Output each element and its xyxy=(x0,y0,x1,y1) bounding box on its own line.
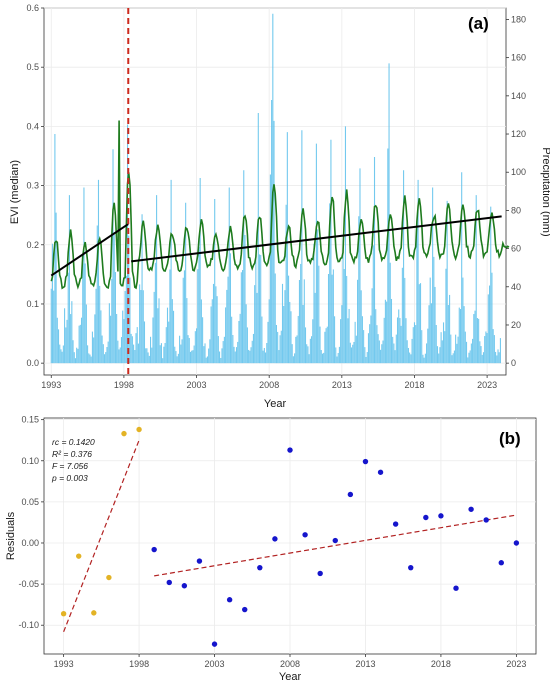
panel-a-trend-lines xyxy=(50,215,502,277)
panel-a-label: (a) xyxy=(468,14,489,33)
residual-point xyxy=(332,537,338,544)
y-tick-label: 0.4 xyxy=(26,121,39,131)
panel-b: 1993 1998 2003 2008 2013 2018 2023 -0.10 -0.05 0… xyxy=(5,415,537,683)
panel-b-ylabel: Residuals xyxy=(5,511,17,560)
trend-line xyxy=(131,215,502,263)
panel-b-grid xyxy=(44,418,536,654)
residual-point xyxy=(181,583,188,589)
y-tick-label: 0.5 xyxy=(26,62,39,72)
residual-trend-line xyxy=(154,514,517,577)
residual-point xyxy=(76,553,82,559)
stat-r2: R² = 0.376 xyxy=(52,449,92,459)
residual-point xyxy=(483,517,489,523)
panel-b-trend-lines xyxy=(63,439,517,633)
residual-point xyxy=(362,458,369,465)
residual-point xyxy=(166,579,172,586)
y2-tick-label: 0 xyxy=(511,358,516,368)
x-tick-label: 1993 xyxy=(54,659,74,669)
x-tick-label: 2003 xyxy=(205,659,225,669)
y-tick-label: 0.15 xyxy=(21,415,39,425)
residual-point xyxy=(453,585,459,591)
residual-point xyxy=(408,564,414,571)
y-tick-label: 0.05 xyxy=(21,497,39,507)
x-tick-label: 2013 xyxy=(355,659,375,669)
y2-tick-label: 20 xyxy=(511,320,521,330)
residual-point xyxy=(438,513,444,519)
x-tick-label: 1998 xyxy=(129,659,149,669)
x-tick-label: 2008 xyxy=(259,380,279,390)
trend-line xyxy=(50,223,129,277)
residual-point xyxy=(257,564,263,571)
y-tick-label: 0.1 xyxy=(26,299,39,309)
residual-point xyxy=(91,610,97,616)
residual-point xyxy=(302,532,308,538)
residual-trend-line xyxy=(63,439,140,633)
panel-a-y2label: Precipitation (mm) xyxy=(540,147,550,236)
y2-tick-label: 40 xyxy=(511,282,521,292)
panel-a: 1993 1998 2003 2008 2013 2018 2023 0.00.10.20.… xyxy=(9,3,550,410)
y-tick-label: 0.10 xyxy=(21,456,39,466)
x-tick-label: 2023 xyxy=(506,659,526,669)
residual-point xyxy=(196,558,203,564)
x-tick-label: 2018 xyxy=(404,380,424,390)
x-tick-label: 1998 xyxy=(114,380,134,390)
y-tick-label: -0.10 xyxy=(18,620,39,630)
residual-point xyxy=(211,641,218,647)
residual-point xyxy=(423,514,429,521)
panel-a-y-ticks: 0.0 0.1 0.2 0.3 0.4 0.5 0.6 xyxy=(26,3,44,368)
panel-b-label: (b) xyxy=(499,429,521,448)
y-tick-label: 0.0 xyxy=(26,358,39,368)
panel-b-x-ticks: 1993 1998 2003 2008 2013 2018 2023 xyxy=(54,654,526,669)
residual-point xyxy=(272,536,278,542)
panel-a-x-ticks: 1993 1998 2003 2008 2013 2018 2023 xyxy=(41,375,497,390)
residual-point xyxy=(106,574,112,581)
y-tick-label: 0.00 xyxy=(21,538,39,548)
residual-point xyxy=(377,469,384,475)
y2-tick-label: 180 xyxy=(511,14,526,24)
residual-point xyxy=(226,597,233,603)
y2-tick-label: 80 xyxy=(511,205,521,215)
residual-point xyxy=(151,546,157,553)
residual-point xyxy=(60,611,67,617)
residual-point xyxy=(392,521,399,527)
panel-a-ylabel: EVI (median) xyxy=(9,160,21,224)
residual-point xyxy=(136,426,142,433)
stat-p: p = 0.003 xyxy=(51,473,88,483)
x-tick-label: 2018 xyxy=(431,659,451,669)
residual-point xyxy=(347,491,354,498)
stat-f: F = 7.056 xyxy=(52,461,88,471)
y-tick-label: 0.6 xyxy=(26,3,39,13)
y-tick-label: 0.3 xyxy=(26,181,39,191)
panel-b-y-ticks: -0.10 -0.05 0.00 0.05 0.10 0.15 xyxy=(18,415,44,630)
x-tick-label: 2023 xyxy=(477,380,497,390)
residual-point xyxy=(513,540,520,546)
y-tick-label: 0.2 xyxy=(26,240,39,250)
residual-point xyxy=(121,430,127,437)
y-tick-label: -0.05 xyxy=(18,579,39,589)
y2-tick-label: 100 xyxy=(511,167,526,177)
x-tick-label: 2013 xyxy=(332,380,352,390)
y2-tick-label: 60 xyxy=(511,244,521,254)
precipitation-bars xyxy=(50,13,501,364)
panel-b-xlabel: Year xyxy=(279,671,302,683)
x-tick-label: 2008 xyxy=(280,659,300,669)
residual-point xyxy=(242,606,248,613)
residual-point xyxy=(468,506,474,512)
panel-a-xlabel: Year xyxy=(264,398,287,410)
x-tick-label: 1993 xyxy=(41,380,61,390)
x-tick-label: 2003 xyxy=(187,380,207,390)
y2-tick-label: 140 xyxy=(511,91,526,101)
residual-point xyxy=(498,560,504,566)
residual-point xyxy=(317,570,323,577)
panel-a-y2-ticks: 0 20 40 60 80 100 120 140 160 180 xyxy=(506,14,526,368)
residual-point xyxy=(287,447,293,453)
stat-rc: rc = 0.1420 xyxy=(52,437,95,447)
y2-tick-label: 160 xyxy=(511,53,526,63)
y2-tick-label: 120 xyxy=(511,129,526,139)
residual-points xyxy=(60,426,520,647)
